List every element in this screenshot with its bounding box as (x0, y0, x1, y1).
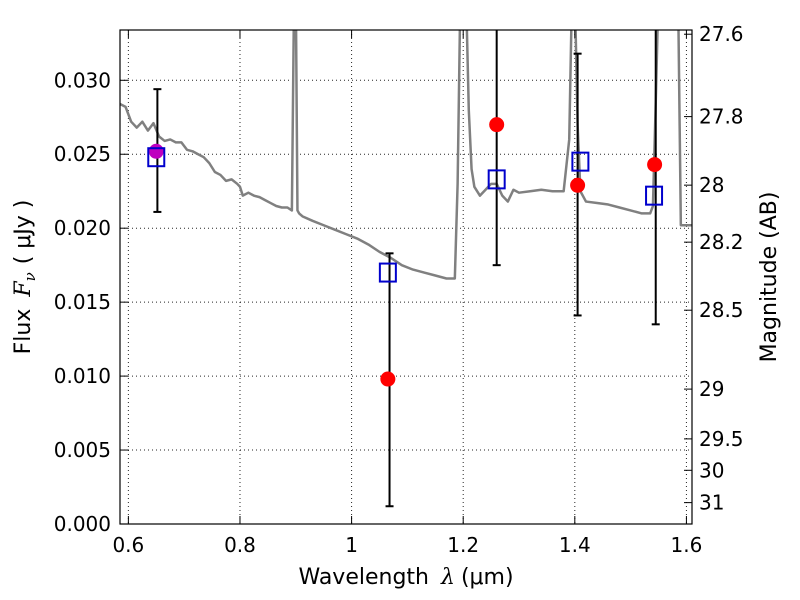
y-tick-label: 0.025 (54, 142, 111, 166)
x-axis-title: Wavelength λ (μm) (298, 565, 513, 590)
y2-axis-title: Magnitude (AB) (757, 192, 782, 363)
model-point-square (378, 262, 397, 283)
model-point-square (487, 169, 506, 190)
y-tick-label: 0.010 (54, 364, 111, 388)
y2-tick-label: 28.5 (699, 298, 744, 322)
x-axis-symbol: λ (440, 565, 455, 590)
markers (147, 30, 664, 508)
y2-tick-label: 29 (699, 377, 724, 401)
data-point-circle (647, 157, 663, 173)
x-tick-label: 1.2 (447, 533, 479, 557)
y-axis-label: Flux (11, 309, 36, 355)
grid (120, 30, 692, 525)
x-axis-label: Wavelength (298, 565, 429, 590)
y-tick-label: 0.020 (54, 216, 111, 240)
y-tick-label: 0.015 (54, 290, 111, 314)
y2-tick-label: 28 (699, 173, 724, 197)
model-point-square (571, 151, 590, 172)
x-tick-label: 0.6 (112, 533, 144, 557)
y-tick-label: 0.005 (54, 438, 111, 462)
x-tick-label: 0.8 (224, 533, 256, 557)
y-tick-label: 0.030 (54, 68, 111, 92)
data-point-circle (148, 143, 164, 159)
plot-area (120, 30, 692, 280)
y2-tick-label: 31 (699, 491, 724, 515)
data-point-circle (570, 177, 586, 193)
y2-tick-label: 30 (699, 458, 724, 482)
model-spectrum-line (120, 30, 692, 280)
y-axis-subscript: ν (21, 272, 39, 281)
plot-frame (119, 29, 693, 525)
y2-tick-label: 27.6 (699, 22, 744, 46)
y-tick-label: 0.000 (54, 512, 111, 536)
data-point-circle (380, 371, 396, 387)
x-tick-label: 1.4 (559, 533, 591, 557)
y-axis-title: Flux Fν ( μJy ) (11, 200, 39, 355)
model-point-square (147, 147, 166, 168)
ticks: 0.6 0.8 1 1.2 1.4 1.6 0.000 0.005 0.010 0.015 0.02… (54, 22, 744, 557)
y-axis-symbol: F (11, 281, 36, 298)
x-tick-label: 1.6 (671, 533, 703, 557)
data-point-circle (489, 117, 505, 133)
y-axis-unit: ( μJy ) (11, 200, 36, 265)
model-point-square (645, 185, 664, 206)
x-axis-unit: (μm) (461, 565, 514, 590)
y2-tick-label: 27.8 (699, 105, 744, 129)
y2-tick-label: 28.2 (699, 230, 744, 254)
y2-tick-label: 29.5 (699, 427, 744, 451)
x-tick-label: 1 (345, 533, 358, 557)
